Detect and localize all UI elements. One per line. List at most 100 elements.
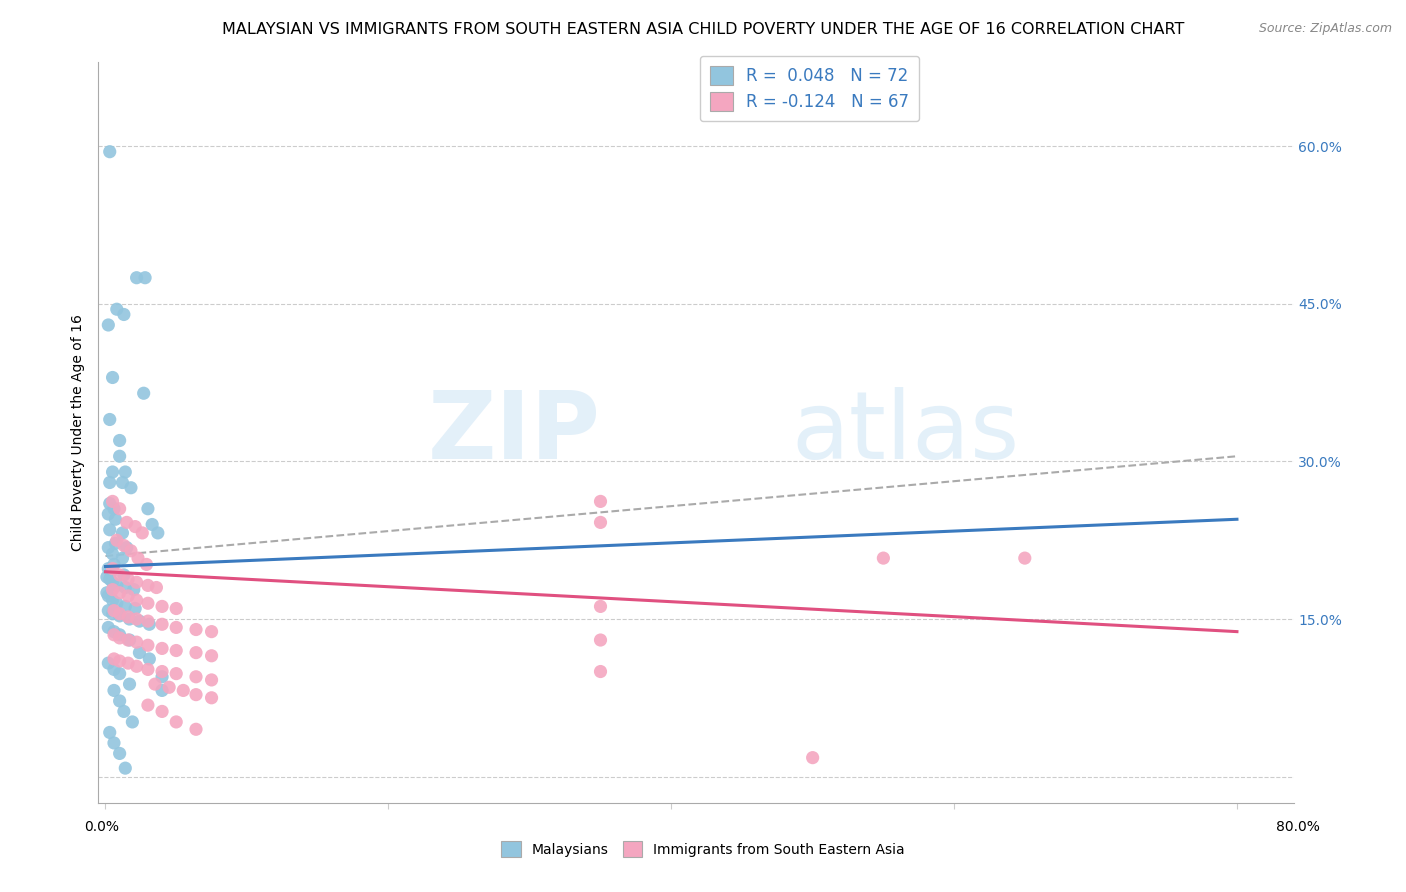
Text: 0.0%: 0.0% bbox=[84, 821, 118, 834]
Point bbox=[127, 551, 149, 566]
Point bbox=[184, 670, 207, 684]
Legend: R =  0.048   N = 72, R = -0.124   N = 67: R = 0.048 N = 72, R = -0.124 N = 67 bbox=[700, 56, 920, 121]
Point bbox=[105, 596, 128, 610]
Point bbox=[108, 449, 131, 463]
Point bbox=[125, 593, 148, 607]
Point bbox=[111, 551, 134, 566]
Point bbox=[121, 714, 143, 729]
Point bbox=[128, 646, 150, 660]
Point bbox=[115, 541, 138, 555]
Point bbox=[157, 680, 180, 694]
Point bbox=[96, 570, 118, 584]
Point bbox=[98, 496, 121, 510]
Point bbox=[589, 494, 612, 508]
Point bbox=[143, 677, 166, 691]
Point bbox=[101, 465, 124, 479]
Point bbox=[125, 270, 148, 285]
Point bbox=[136, 638, 159, 652]
Point bbox=[165, 620, 187, 634]
Point bbox=[101, 547, 124, 561]
Point bbox=[172, 683, 194, 698]
Point bbox=[114, 599, 136, 614]
Point bbox=[122, 582, 145, 597]
Point bbox=[150, 683, 173, 698]
Point bbox=[589, 599, 612, 614]
Point bbox=[135, 558, 157, 572]
Point bbox=[103, 683, 125, 698]
Point bbox=[136, 501, 159, 516]
Point bbox=[138, 617, 160, 632]
Point bbox=[117, 589, 139, 603]
Text: MALAYSIAN VS IMMIGRANTS FROM SOUTH EASTERN ASIA CHILD POVERTY UNDER THE AGE OF 1: MALAYSIAN VS IMMIGRANTS FROM SOUTH EASTE… bbox=[222, 22, 1184, 37]
Point bbox=[141, 517, 163, 532]
Point bbox=[125, 575, 148, 590]
Point bbox=[103, 624, 125, 639]
Point bbox=[98, 523, 121, 537]
Point bbox=[117, 656, 139, 670]
Point bbox=[111, 475, 134, 490]
Point bbox=[150, 705, 173, 719]
Point bbox=[101, 593, 124, 607]
Point bbox=[125, 635, 148, 649]
Point bbox=[108, 608, 131, 623]
Point bbox=[108, 747, 131, 761]
Point bbox=[120, 543, 142, 558]
Point bbox=[103, 501, 125, 516]
Point bbox=[108, 607, 131, 621]
Point bbox=[108, 568, 131, 582]
Point bbox=[136, 662, 159, 676]
Point bbox=[97, 561, 120, 575]
Point bbox=[108, 586, 131, 600]
Point bbox=[101, 582, 124, 597]
Point bbox=[98, 572, 121, 586]
Point bbox=[101, 370, 124, 384]
Point bbox=[100, 565, 122, 579]
Point bbox=[117, 633, 139, 648]
Point bbox=[97, 604, 120, 618]
Point bbox=[150, 599, 173, 614]
Text: atlas: atlas bbox=[792, 386, 1019, 479]
Point bbox=[112, 539, 135, 553]
Point bbox=[103, 604, 125, 618]
Legend: Malaysians, Immigrants from South Eastern Asia: Malaysians, Immigrants from South Easter… bbox=[496, 836, 910, 863]
Point bbox=[103, 652, 125, 666]
Point bbox=[114, 465, 136, 479]
Point bbox=[165, 601, 187, 615]
Point bbox=[108, 694, 131, 708]
Point bbox=[131, 525, 153, 540]
Point bbox=[136, 614, 159, 628]
Text: ZIP: ZIP bbox=[427, 386, 600, 479]
Point bbox=[103, 662, 125, 676]
Point bbox=[98, 412, 121, 426]
Point bbox=[184, 688, 207, 702]
Point bbox=[97, 318, 120, 332]
Point bbox=[103, 628, 125, 642]
Point bbox=[101, 575, 124, 590]
Point bbox=[200, 624, 222, 639]
Point bbox=[150, 670, 173, 684]
Point bbox=[105, 533, 128, 548]
Point bbox=[136, 578, 159, 592]
Point bbox=[146, 525, 169, 540]
Point bbox=[104, 536, 127, 550]
Point bbox=[145, 581, 167, 595]
Point bbox=[112, 308, 135, 322]
Point bbox=[118, 677, 141, 691]
Point bbox=[112, 568, 135, 582]
Point bbox=[112, 705, 135, 719]
Point bbox=[184, 623, 207, 637]
Point bbox=[105, 302, 128, 317]
Point bbox=[101, 607, 124, 621]
Point bbox=[136, 596, 159, 610]
Point bbox=[118, 612, 141, 626]
Point bbox=[98, 145, 121, 159]
Point bbox=[108, 654, 131, 668]
Point bbox=[589, 516, 612, 530]
Point bbox=[132, 386, 155, 401]
Point bbox=[184, 723, 207, 737]
Point bbox=[124, 519, 146, 533]
Point bbox=[128, 614, 150, 628]
Point bbox=[97, 507, 120, 521]
Point bbox=[120, 481, 142, 495]
Point bbox=[1014, 551, 1036, 566]
